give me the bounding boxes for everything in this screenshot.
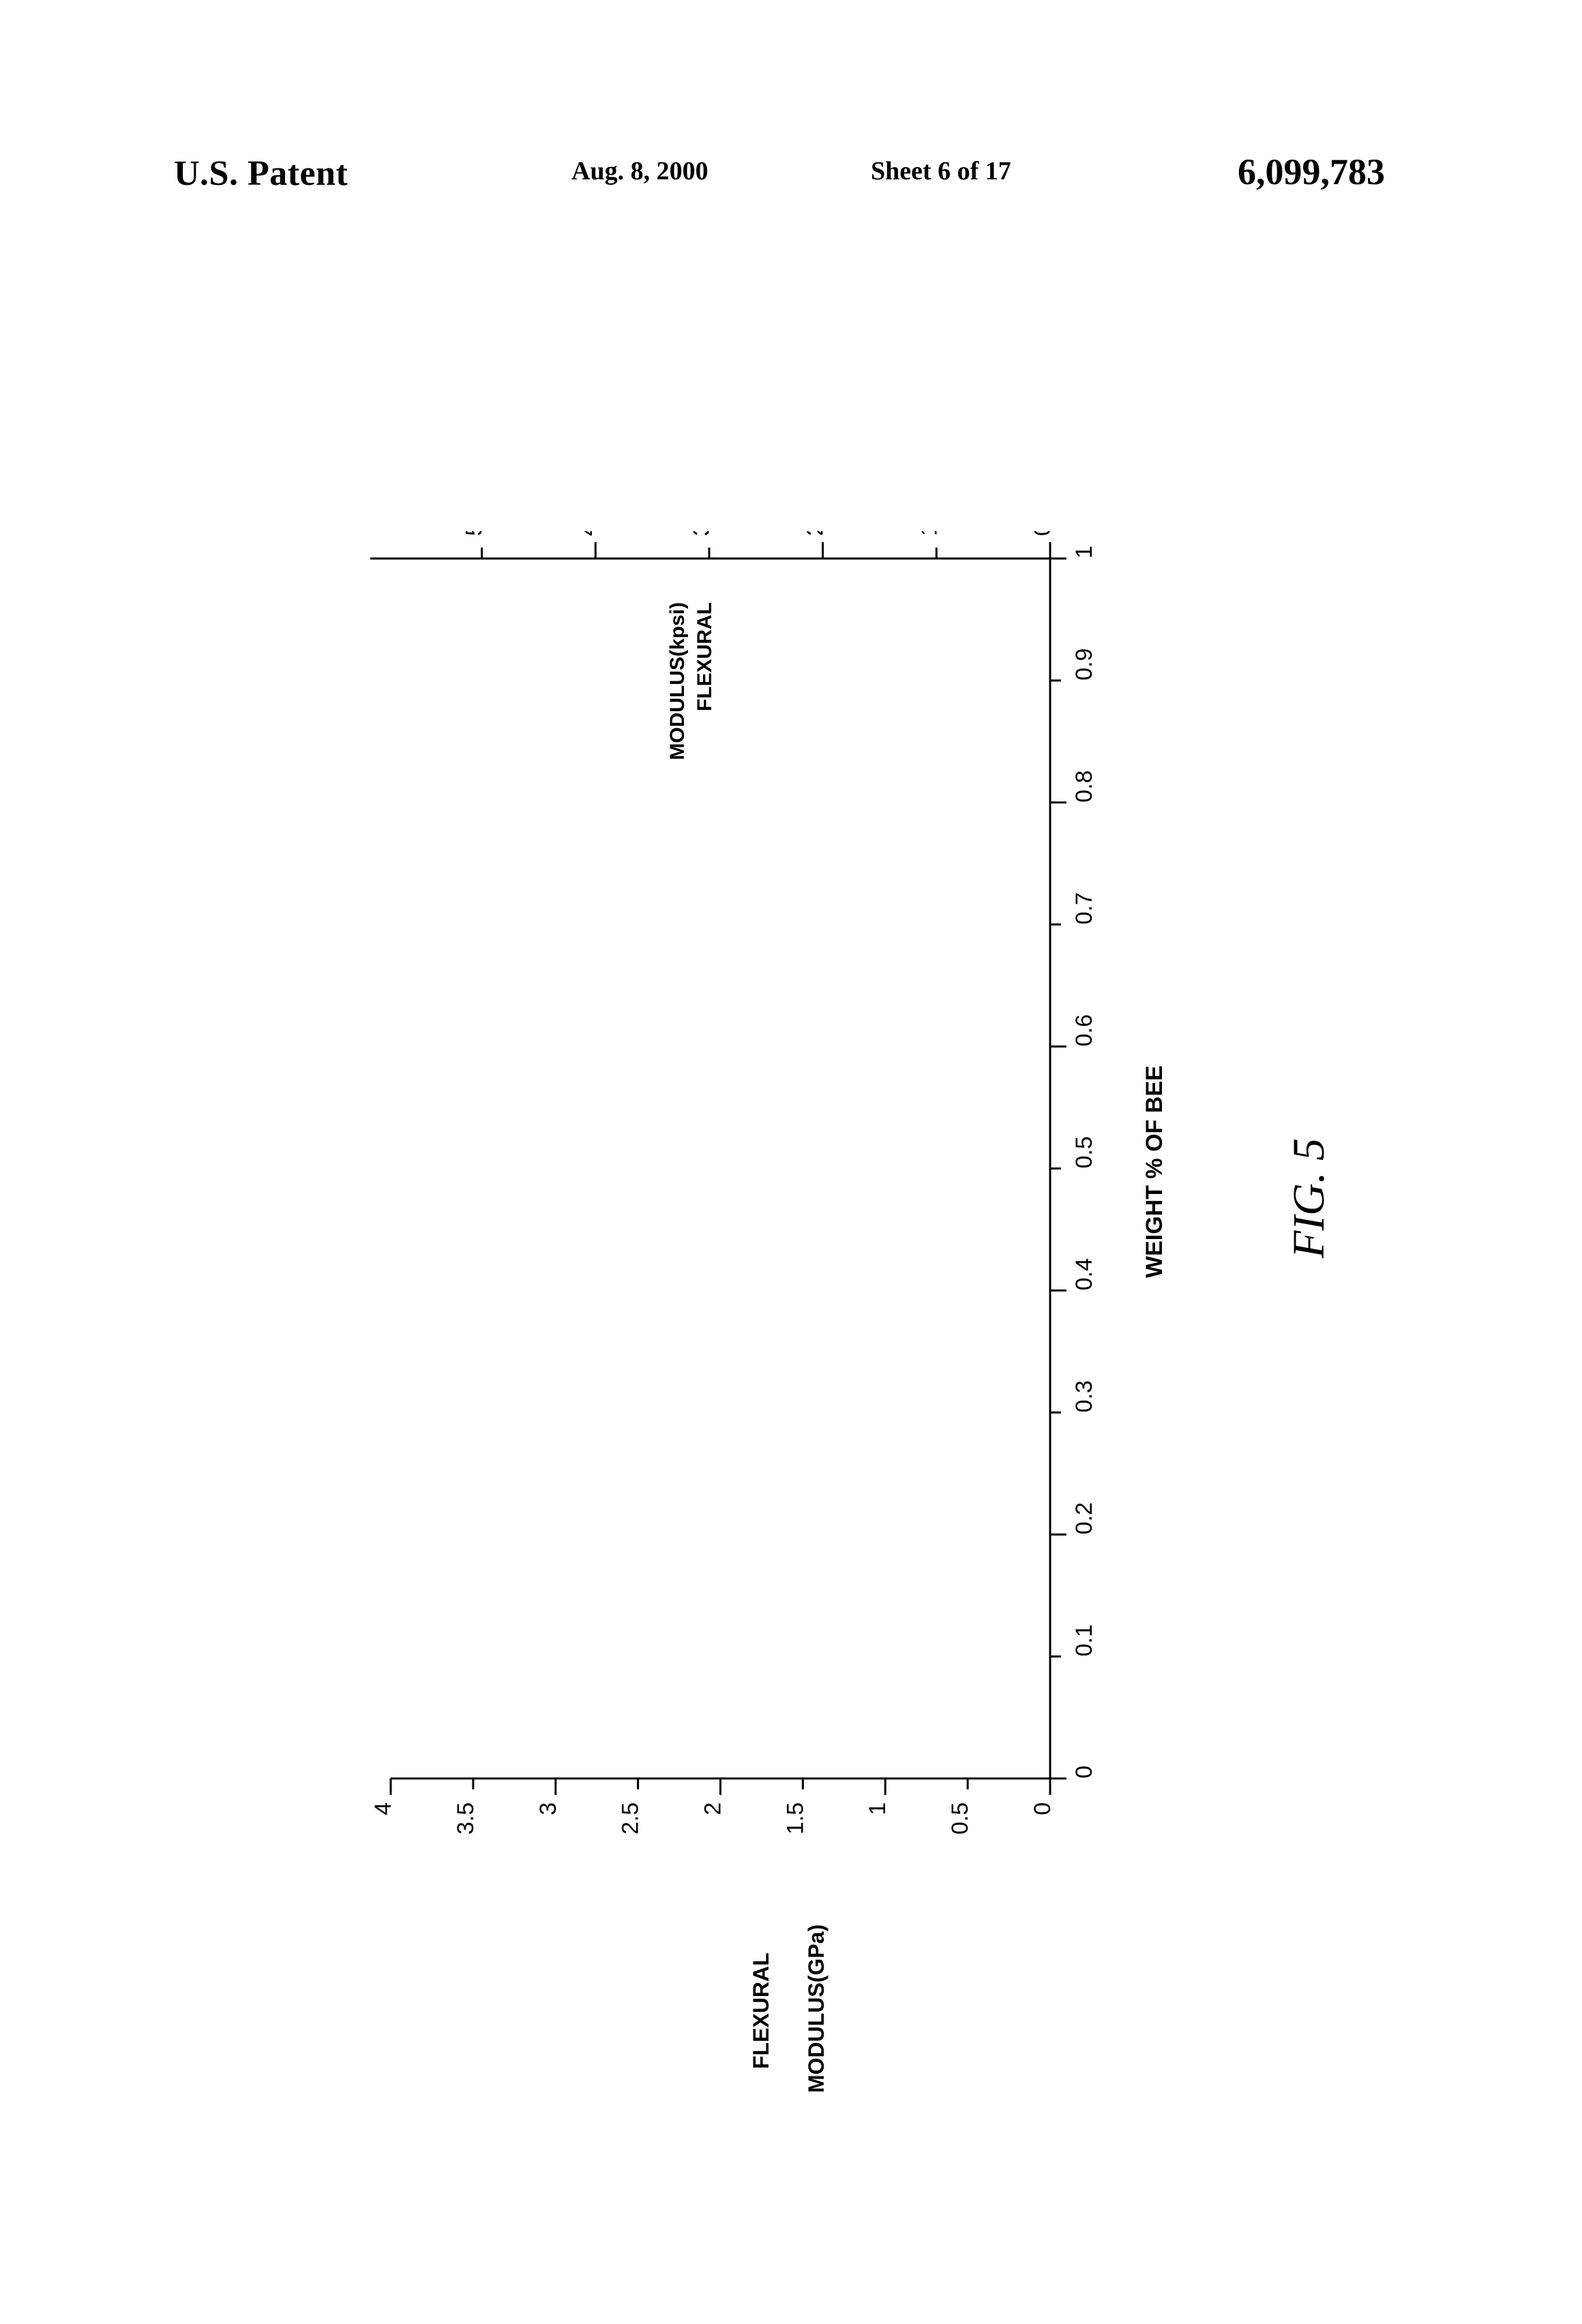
svg-text:0.3: 0.3 [1071,1380,1097,1412]
svg-text:FLEXURAL: FLEXURAL [749,1952,773,2069]
svg-text:0.4: 0.4 [1071,1258,1097,1290]
svg-text:1: 1 [865,1802,891,1815]
svg-text:0.7: 0.7 [1071,892,1097,924]
svg-text:200: 200 [803,531,829,536]
svg-text:0: 0 [1030,1802,1056,1815]
svg-text:3: 3 [535,1802,561,1815]
svg-text:300: 300 [689,531,715,536]
svg-text:100: 100 [916,531,942,536]
svg-text:0.6: 0.6 [1071,1014,1097,1046]
svg-text:400: 400 [575,531,601,536]
svg-text:MODULUS(GPa): MODULUS(GPa) [804,1924,829,2093]
svg-text:2.5: 2.5 [618,1802,644,1834]
svg-text:0: 0 [1071,1766,1097,1778]
svg-text:3.5: 3.5 [453,1802,479,1834]
svg-text:2: 2 [700,1802,726,1815]
svg-text:1: 1 [1071,546,1097,558]
svg-text:0: 0 [1030,531,1056,536]
svg-text:0.1: 0.1 [1071,1624,1097,1656]
svg-text:WEIGHT % OF BEE: WEIGHT % OF BEE [1141,1065,1167,1278]
svg-text:500: 500 [462,531,488,536]
svg-text:4: 4 [370,1802,396,1815]
svg-text:0.9: 0.9 [1071,649,1097,681]
svg-text:FLEXURAL: FLEXURAL [693,602,716,711]
svg-text:1.5: 1.5 [782,1802,808,1834]
svg-text:0.5: 0.5 [947,1802,973,1834]
svg-text:0.2: 0.2 [1071,1502,1097,1534]
svg-text:MODULUS(kpsi): MODULUS(kpsi) [666,602,689,760]
svg-text:FIG. 5: FIG. 5 [1284,1138,1334,1259]
svg-text:0.5: 0.5 [1071,1136,1097,1168]
svg-text:0.8: 0.8 [1071,771,1097,803]
